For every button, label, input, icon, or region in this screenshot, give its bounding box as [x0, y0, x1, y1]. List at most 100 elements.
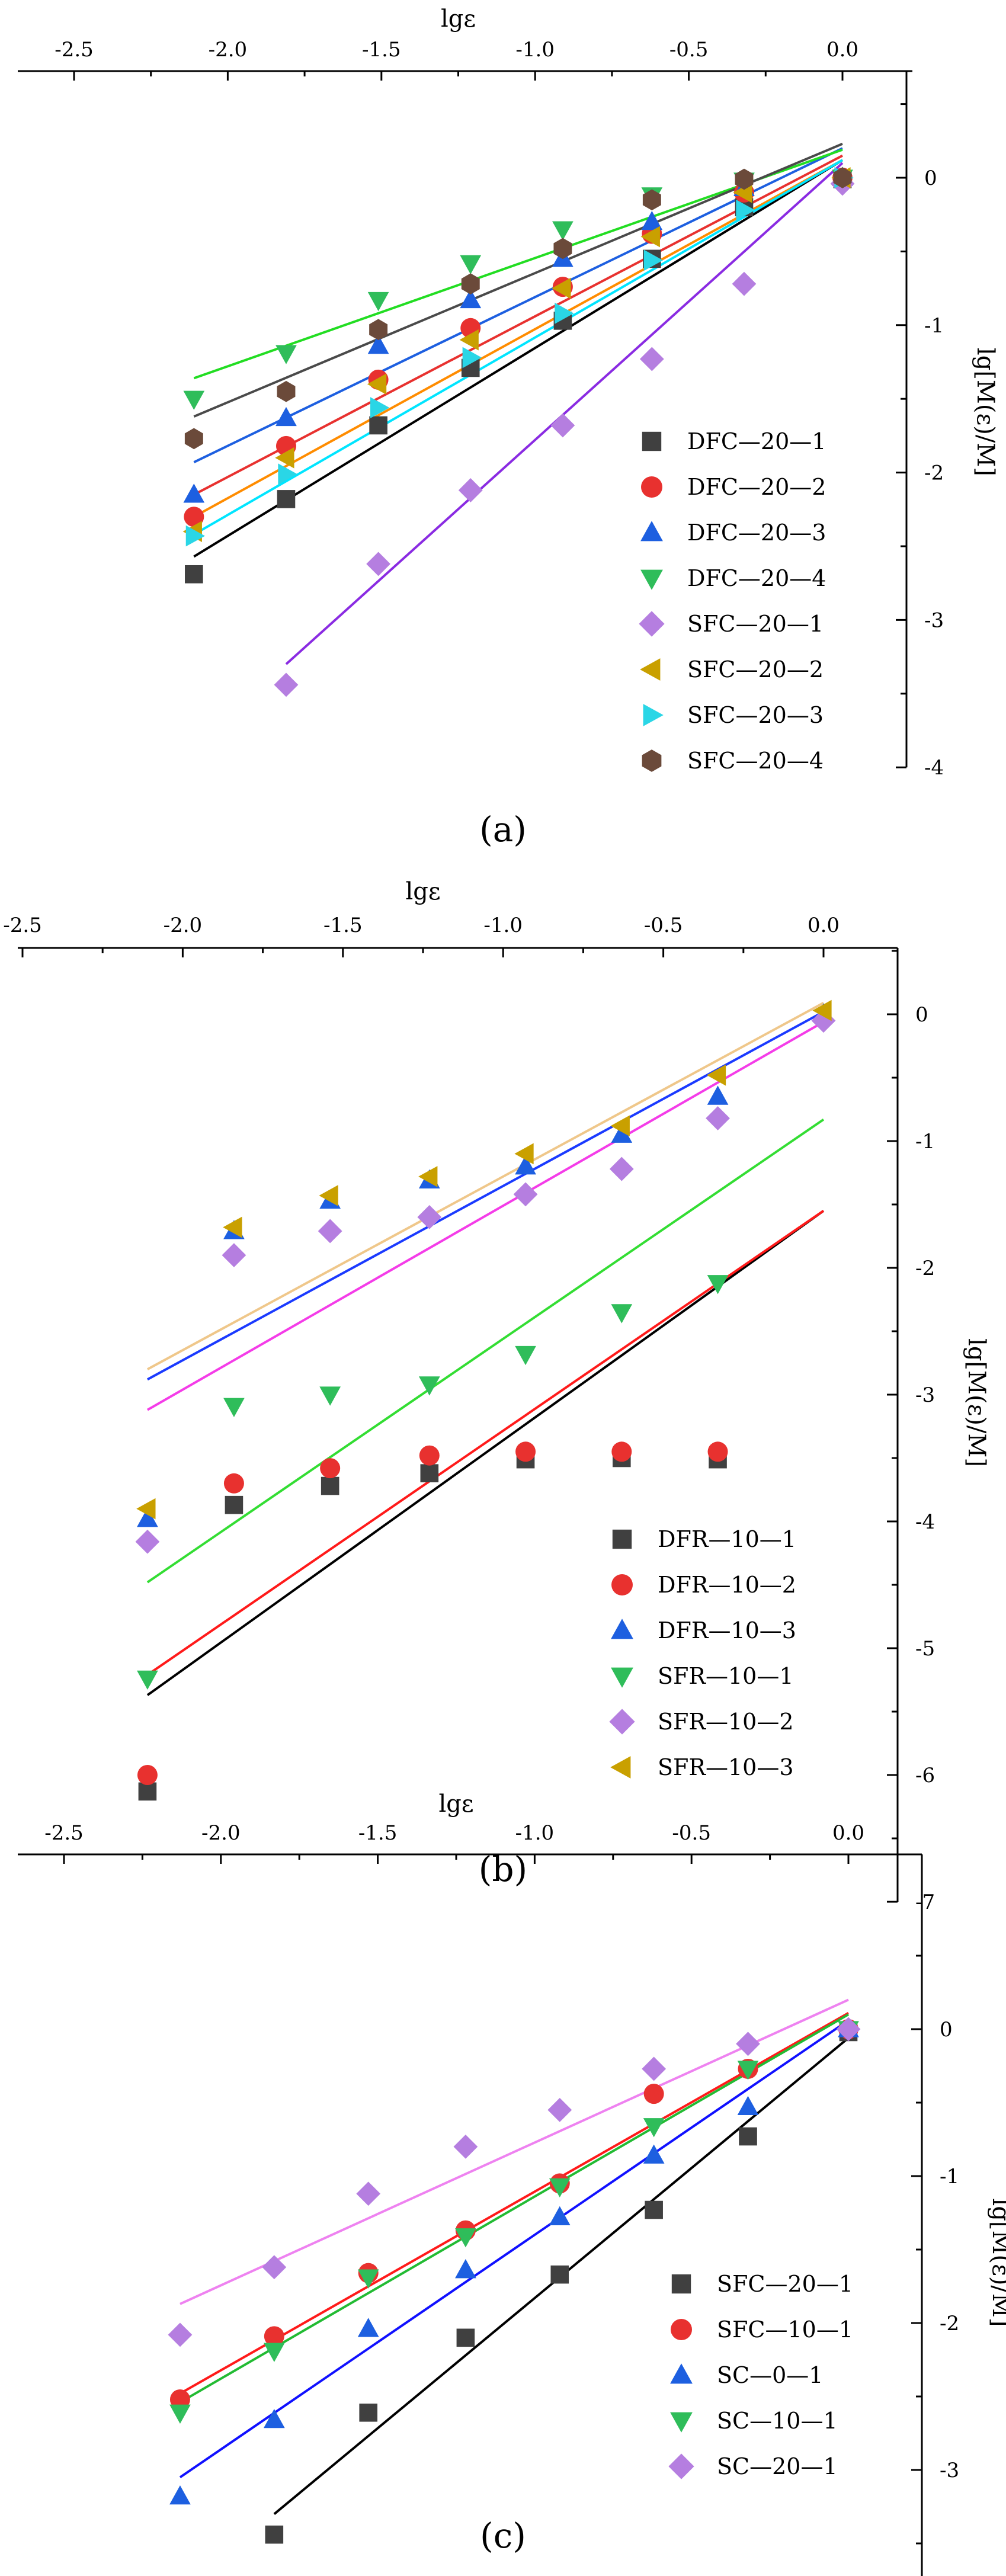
data-point: [419, 1445, 440, 1466]
legend-marker: [642, 431, 662, 451]
data-point: [515, 1345, 536, 1366]
data-point: [275, 345, 297, 364]
data-point: [643, 2084, 664, 2104]
data-point: [264, 2326, 284, 2347]
x-tick-label: -1.0: [515, 1821, 555, 1845]
x-tick-label: -0.5: [644, 914, 683, 937]
data-point: [547, 2098, 572, 2122]
data-point: [278, 463, 297, 485]
data-point: [367, 373, 387, 395]
y-tick-label: -7: [915, 1891, 935, 1914]
y-tick-label: -1: [915, 1130, 935, 1154]
legend-label: SC—0—1: [717, 2362, 823, 2388]
x-tick-label: 0.0: [808, 914, 840, 937]
data-point: [136, 1498, 156, 1520]
fit-line: [146, 1001, 824, 1370]
data-point: [458, 478, 483, 502]
x-tick-label: -2.5: [55, 38, 94, 62]
y-tick-label: 0: [940, 2018, 953, 2042]
data-point: [643, 2118, 665, 2138]
data-point: [739, 2127, 757, 2146]
data-point: [836, 2017, 861, 2042]
data-point: [277, 380, 296, 402]
data-point: [225, 1495, 244, 1514]
data-point: [138, 1782, 157, 1801]
fit-line: [146, 1118, 825, 1584]
legend-marker: [639, 611, 665, 637]
data-point: [736, 199, 755, 221]
data-point: [137, 1765, 158, 1785]
data-point: [168, 2322, 193, 2347]
y-axis-title: lg[M(ε)/M]: [963, 1338, 990, 1467]
data-point: [455, 2259, 476, 2279]
fit-line: [179, 2013, 850, 2404]
legend-marker: [610, 1756, 631, 1779]
data-point: [456, 2328, 475, 2347]
data-point: [418, 1376, 440, 1396]
y-tick-label: -6: [915, 1764, 935, 1787]
data-point: [552, 221, 574, 241]
x-tick-label: -1.0: [483, 914, 523, 937]
legend-marker: [640, 521, 663, 542]
data-point: [552, 277, 571, 299]
y-tick-label: -2: [924, 462, 944, 485]
data-point: [275, 406, 297, 427]
y-axis-title: lg[M(ε)/M]: [987, 2199, 1006, 2327]
data-point: [223, 1398, 245, 1417]
x-tick-label: -1.0: [515, 38, 555, 62]
y-tick-label: -3: [915, 1383, 935, 1407]
legend-label: DFR—10—2: [658, 1572, 796, 1598]
legend-label: SFR—10—3: [658, 1754, 794, 1780]
legend-marker: [642, 749, 662, 772]
data-point: [137, 1670, 158, 1690]
legend-marker: [612, 1529, 632, 1549]
fit-line: [180, 1998, 849, 2305]
data-point: [265, 2525, 284, 2544]
x-tick-label: -2.0: [201, 1821, 241, 1845]
data-point: [369, 319, 388, 341]
legend-marker: [643, 704, 664, 726]
data-point: [515, 1155, 536, 1175]
panel-label: (c): [480, 2516, 526, 2556]
data-point: [462, 347, 482, 369]
legend-marker: [670, 2363, 693, 2384]
data-point: [737, 2061, 759, 2080]
legend: SFC—20—1 SFC—10—1 SC—0—1 SC—10—1 SC—20—1: [668, 2271, 853, 2479]
data-point: [183, 483, 205, 503]
x-axis-title: lgε: [405, 878, 440, 905]
y-tick-label: 0: [915, 1003, 928, 1027]
legend-label: DFC—20—4: [687, 565, 826, 591]
data-point: [611, 1441, 632, 1462]
data-point: [275, 447, 294, 469]
data-point: [611, 1304, 633, 1324]
data-point: [732, 271, 757, 296]
y-tick-label: -1: [940, 2165, 959, 2189]
legend-marker: [671, 2319, 692, 2340]
fit-line: [193, 159, 843, 536]
chart-panel-c: lgε-2.5-2.0-1.5-1.0-0.50.00-1-2-3-4lg[M(…: [18, 1790, 1006, 2576]
y-tick-label: -1: [924, 314, 944, 338]
fit-line: [193, 159, 843, 518]
legend-marker: [609, 1709, 635, 1735]
chart-panel-a: lgε -2.5 -2.0 -1.5 -1.0 -0.5 0.0 0 -1 -2 -3 -4 lg[M(…: [18, 5, 999, 850]
data-point: [183, 390, 205, 410]
data-point: [550, 2265, 569, 2284]
legend-label: SFC—20—1: [687, 611, 824, 637]
data-point: [223, 1473, 244, 1494]
legend-label: SFC—10—1: [717, 2317, 853, 2343]
data-point: [417, 1205, 442, 1229]
data-point: [735, 168, 754, 190]
legend-marker: [611, 1619, 633, 1639]
data-point: [706, 1064, 726, 1086]
data-point: [137, 1508, 158, 1527]
y-tick-label: 0: [924, 166, 937, 190]
data-point: [185, 565, 203, 584]
data-point: [645, 2200, 663, 2219]
legend-label: DFR—10—1: [658, 1526, 796, 1552]
legend-label: DFC—20—2: [687, 474, 826, 500]
fit-line: [285, 162, 844, 665]
data-point: [356, 2181, 381, 2206]
legend-label: DFR—10—3: [658, 1617, 796, 1643]
legend-label: SFC—20—4: [687, 748, 824, 774]
